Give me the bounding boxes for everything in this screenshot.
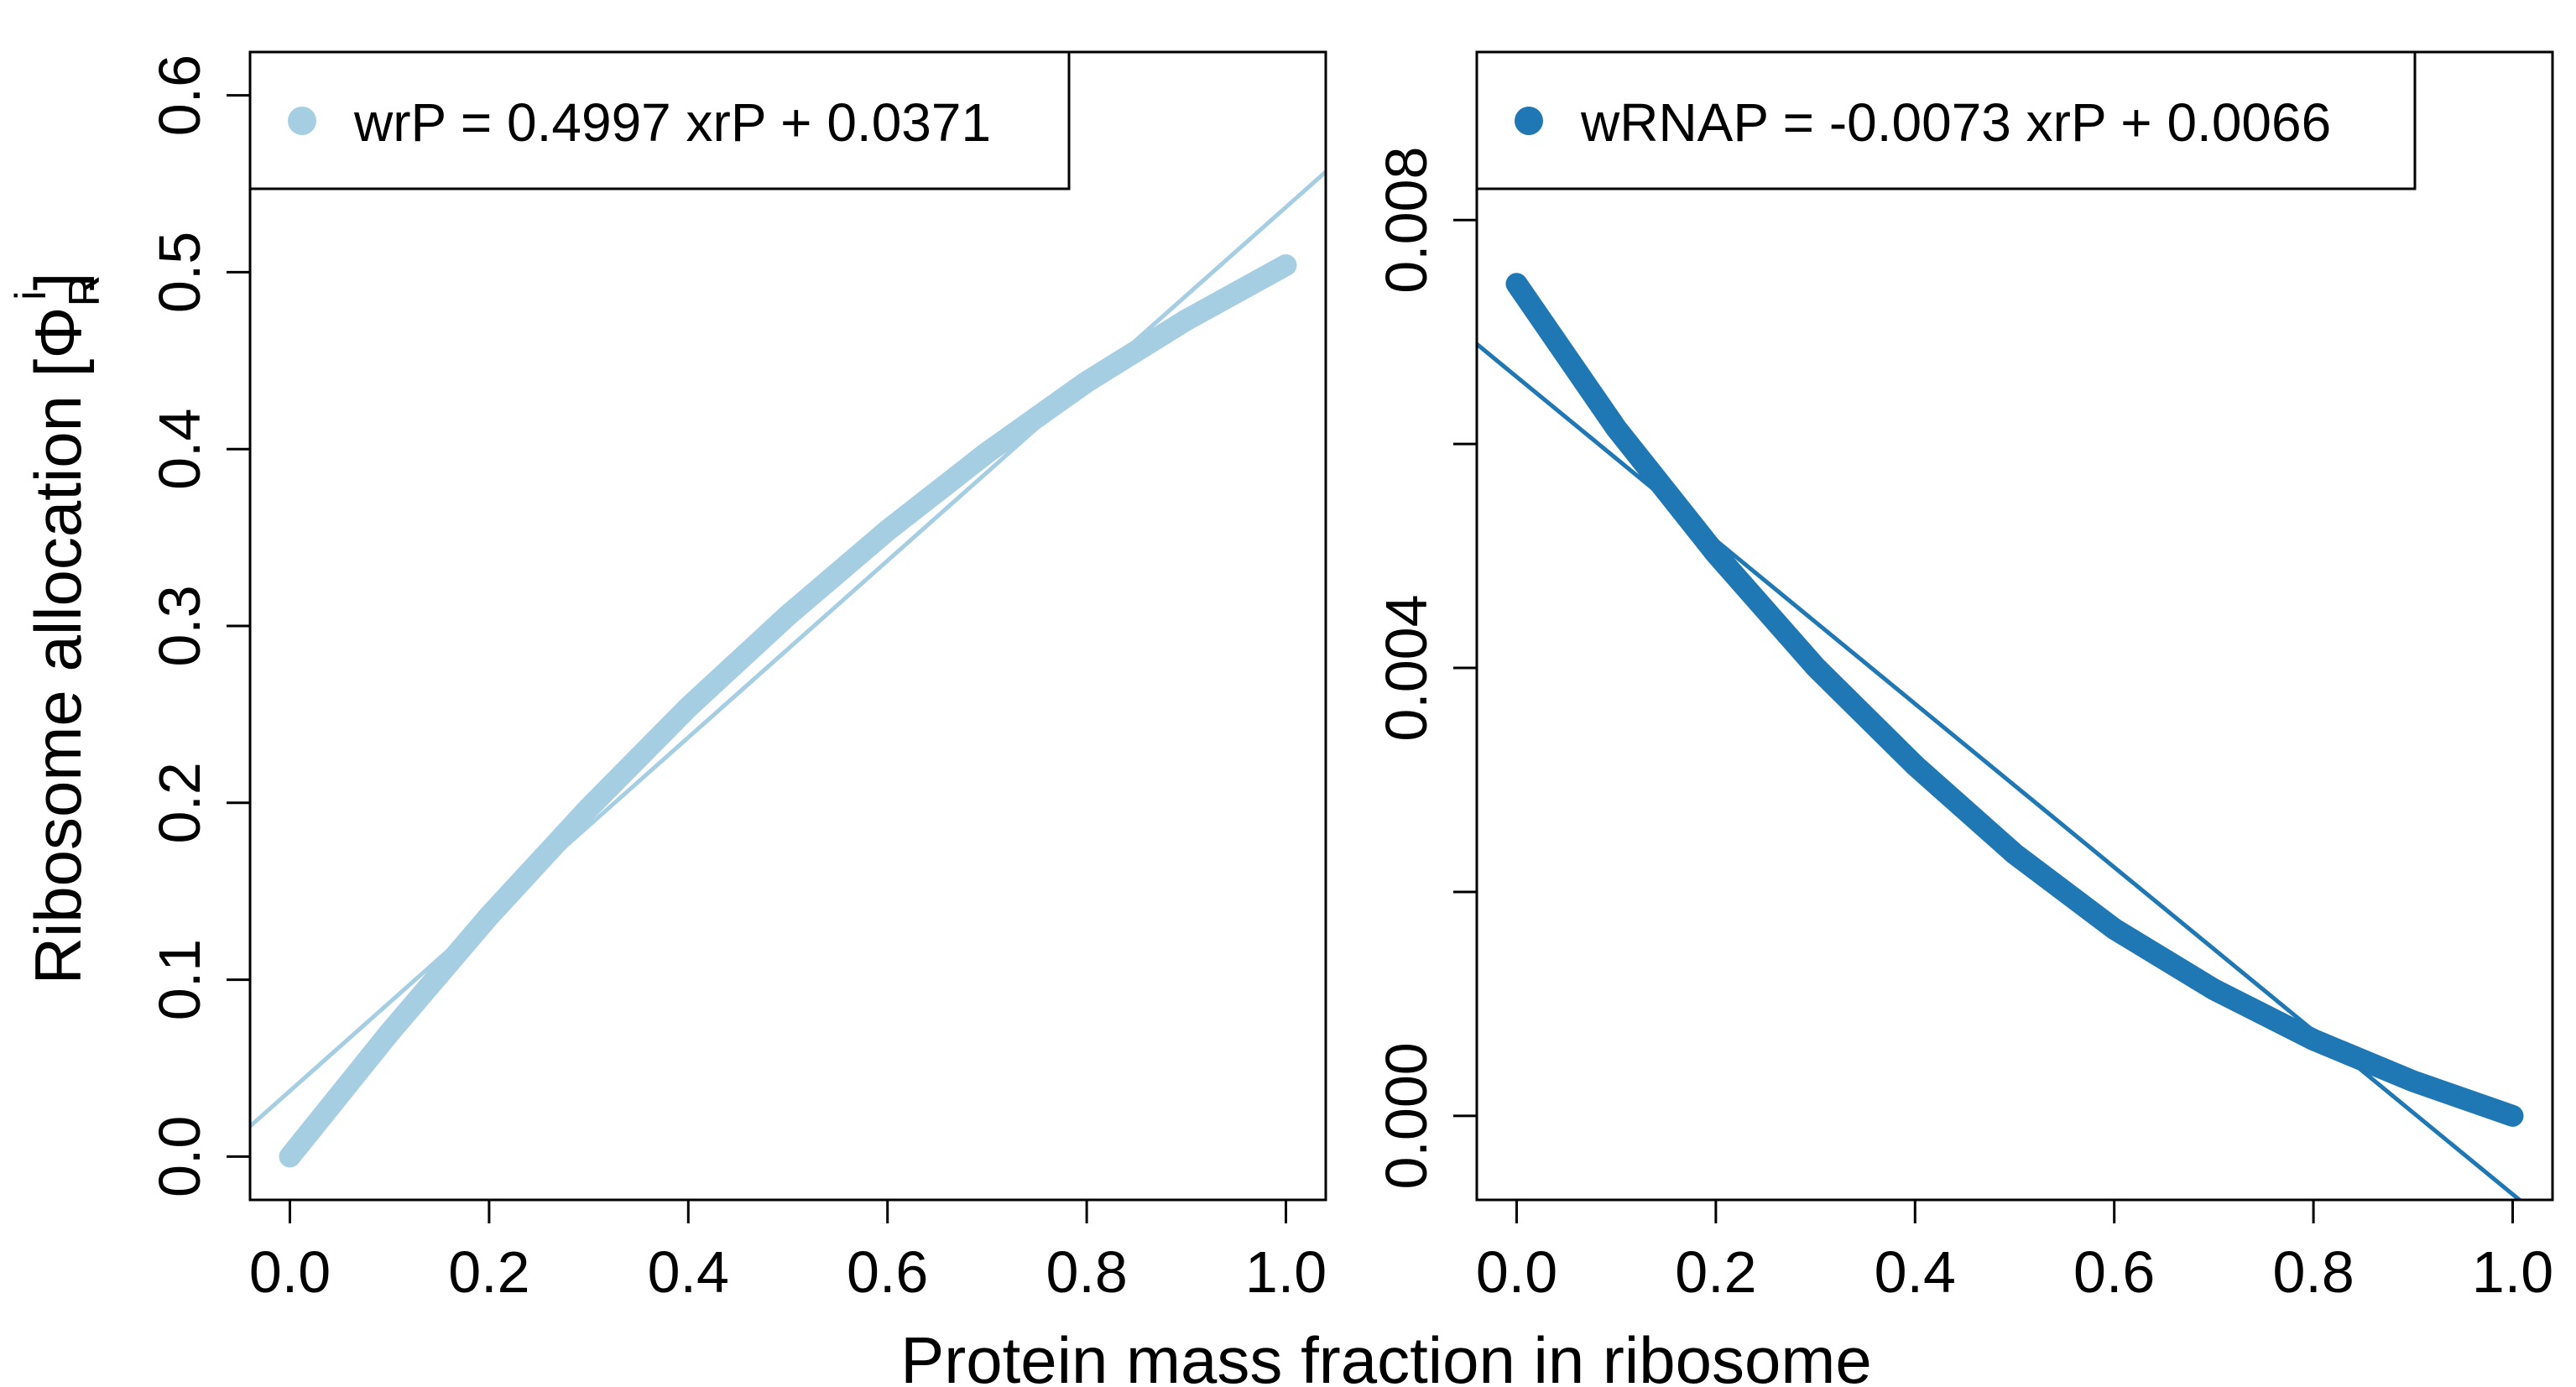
left-x-tick-label: 0.6: [847, 1239, 928, 1305]
left-x-tick-label: 0.0: [249, 1239, 331, 1305]
right-x-tick-label: 1.0: [2472, 1239, 2553, 1305]
right-panel: 0.0 0.2 0.4 0.6 0.8 1.0 0.000 0.004 0.008 wRNAP =…: [1374, 50, 2554, 1305]
left-legend-marker: [288, 107, 316, 135]
left-legend-box: [248, 50, 1071, 190]
right-legend-label: wRNAP = -0.0073 xrP + 0.0066: [1580, 92, 2331, 153]
y-axis-label-close: ]: [21, 273, 95, 291]
left-y-tick-label: 0.5: [147, 232, 212, 313]
right-y-tick-label: 0.000: [1374, 1042, 1439, 1189]
left-legend-label: wrP = 0.4997 xrP + 0.0371: [353, 92, 991, 153]
y-axis-label-sub: R: [60, 275, 109, 307]
left-x-tick-label: 0.2: [448, 1239, 529, 1305]
y-axis-label-sup: i: [7, 290, 55, 300]
left-y-tick-label: 0.2: [147, 762, 212, 843]
right-y-tick-label: 0.008: [1374, 147, 1439, 294]
left-x-tick-label: 0.8: [1046, 1239, 1127, 1305]
right-x-tick-label: 0.4: [1875, 1239, 1956, 1305]
left-x-tick-label: 1.0: [1245, 1239, 1327, 1305]
right-data-series: [1505, 273, 2524, 1127]
right-x-tick-label: 0.2: [1675, 1239, 1756, 1305]
left-x-tick-label: 0.4: [648, 1239, 729, 1305]
right-x-tick-label: 0.8: [2272, 1239, 2354, 1305]
left-panel: 0.0 0.2 0.4 0.6 0.8 1.0 0.0 0.1 0.2 0.3 0.4 0.5 0.6 w…: [147, 50, 1327, 1305]
right-legend-marker: [1515, 107, 1543, 135]
left-fit-line: [250, 169, 1326, 1129]
left-y-tick-label: 0.4: [147, 409, 212, 490]
left-data-series: [279, 253, 1297, 1168]
right-legend-box: [1475, 50, 2417, 190]
y-axis-label: Ribosome allocation [ΦRi]: [7, 273, 109, 985]
left-y-tick-label: 0.0: [147, 1116, 212, 1197]
right-y-tick-label: 0.004: [1374, 594, 1439, 741]
right-plot-frame: [1475, 50, 2554, 1202]
x-axis-label: Protein mass fraction in ribosome: [900, 1323, 1871, 1387]
left-y-tick-label: 0.6: [147, 55, 212, 136]
left-y-tick-label: 0.3: [147, 585, 212, 666]
left-y-tick-label: 0.1: [147, 939, 212, 1020]
right-x-tick-label: 0.6: [2073, 1239, 2155, 1305]
y-axis-label-main: Ribosome allocation [Φ: [21, 306, 95, 984]
right-x-tick-label: 0.0: [1476, 1239, 1557, 1305]
right-fit-line: [1477, 342, 2523, 1200]
